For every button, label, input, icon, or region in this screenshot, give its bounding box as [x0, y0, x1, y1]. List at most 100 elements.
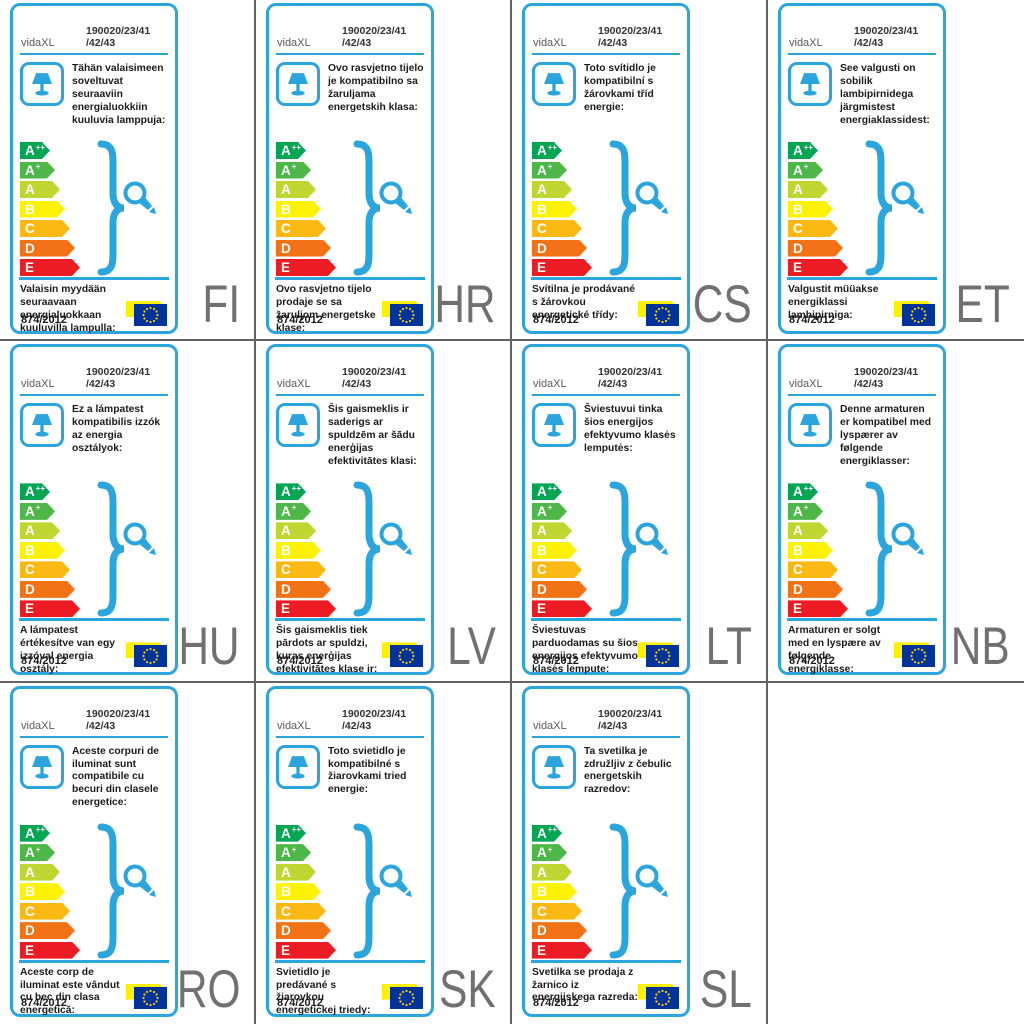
energy-class-letter: A	[537, 503, 547, 519]
energy-class-figure: A ++ A + A B C D E	[276, 823, 424, 960]
energy-class-arrow-A+: A +	[788, 503, 823, 520]
energy-arrows: A ++ A + A B C D E	[20, 483, 80, 620]
model-number-line1: 190020/23/41	[342, 366, 407, 379]
energy-class-letter: A	[537, 484, 547, 500]
energy-class-letter: B	[537, 884, 547, 900]
eu-flag-icon	[390, 986, 423, 1009]
energy-class-letter: E	[25, 260, 35, 275]
energy-class-letter: A	[793, 143, 803, 158]
energy-arrows: A ++ A + A B C D E	[532, 825, 592, 962]
curly-brace-icon	[865, 481, 893, 617]
energy-class-figure: A ++ A + A B C D E	[788, 481, 936, 618]
section-divider	[275, 277, 425, 280]
bottom-description: Valgustit müüakse energiklassi lambipirn…	[788, 284, 879, 321]
label-header: vidaXL 190020/23/41 /42/43	[20, 347, 168, 390]
energy-class-arrow-A: A	[532, 181, 572, 198]
header-divider	[532, 53, 680, 55]
regulation-number: 874/2012	[21, 655, 67, 668]
energy-class-letter: E	[25, 942, 35, 958]
energy-class-arrow-B: B	[532, 201, 577, 218]
lamp-icon-box	[532, 62, 576, 106]
energy-class-letter: E	[25, 601, 35, 617]
label-footer: 874/2012	[277, 986, 423, 1009]
brand-text: vidaXL	[533, 378, 567, 391]
energy-arrows: A ++ A + A B C D E	[276, 483, 336, 620]
bottom-description: A lámpatest értékesítve van egy izzóval …	[20, 625, 116, 676]
curly-brace-icon	[865, 140, 893, 276]
model-number: 190020/23/41 /42/43	[854, 25, 936, 49]
energy-class-letter: A	[793, 503, 803, 519]
brand-text: vidaXL	[277, 37, 311, 49]
lamp-icon-box	[276, 744, 320, 789]
grid-cell-empty	[768, 682, 1024, 1024]
eu-flag-icon	[902, 645, 935, 668]
light-bulb-icon	[379, 522, 412, 556]
energy-label-card: vidaXL 190020/23/41 /42/43 Tähän valaisi…	[10, 3, 178, 334]
curly-brace-icon	[97, 823, 125, 959]
section-divider	[531, 959, 681, 963]
light-bulb-icon	[379, 181, 412, 214]
energy-class-arrow-A: A	[20, 522, 60, 539]
energy-class-letter: E	[281, 601, 291, 617]
top-description: Ta svetilka je združljiv z čebulic energ…	[584, 745, 672, 796]
model-number: 190020/23/41 /42/43	[342, 366, 424, 390]
energy-class-arrow-A: A	[788, 522, 828, 539]
energy-class-letter: A	[537, 845, 547, 861]
energy-class-arrow-A++: A ++	[20, 825, 50, 842]
model-number-line2: /42/43	[342, 37, 372, 49]
energy-arrows: A ++ A + A B C D E	[788, 483, 848, 620]
energy-class-letter: C	[537, 221, 547, 236]
grid-cell: vidaXL 190020/23/41 /42/43 Tähän valaisi…	[0, 0, 256, 342]
brand-text: vidaXL	[21, 37, 55, 49]
table-lamp-icon	[800, 73, 820, 96]
energy-class-letter: D	[537, 581, 547, 597]
table-lamp-icon	[544, 414, 564, 437]
energy-class-letter: A	[25, 864, 35, 880]
label-header: vidaXL 190020/23/41 /42/43	[788, 6, 936, 49]
brand-text: vidaXL	[789, 37, 823, 49]
energy-class-arrow-C: C	[532, 903, 582, 920]
brand-text: vidaXL	[789, 378, 823, 391]
energy-label-card: vidaXL 190020/23/41 /42/43 Aceste corpur…	[10, 685, 178, 1017]
top-description: Šis gaismeklis ir saderigs ar spuldzēm a…	[328, 404, 417, 467]
compatibility-section: Denne armaturen er kompatibel med lyspær…	[788, 403, 936, 481]
energy-class-arrow-A: A	[276, 522, 316, 539]
model-number-line2: /42/43	[598, 37, 628, 49]
regulation-number: 874/2012	[789, 655, 835, 668]
energy-class-arrow-E: E	[788, 259, 848, 276]
language-code: RO	[176, 960, 240, 1019]
section-divider	[531, 277, 681, 280]
energy-class-arrow-C: C	[276, 220, 326, 237]
lamp-icon-box	[20, 403, 64, 448]
energy-class-letter: A	[25, 523, 35, 539]
energy-class-arrow-B: B	[788, 201, 833, 218]
energy-class-letter: C	[25, 562, 35, 578]
label-footer: 874/2012	[533, 645, 679, 668]
regulation-number: 874/2012	[533, 996, 579, 1009]
model-number-line2: /42/43	[854, 378, 884, 391]
bottom-description: Svietidlo je predávané s žiarovkou energ…	[276, 966, 371, 1017]
energy-class-letter: A	[281, 864, 291, 880]
energy-label-card: vidaXL 190020/23/41 /42/43 See valgusti …	[778, 3, 946, 334]
energy-class-arrow-B: B	[276, 542, 321, 559]
label-footer: 874/2012	[789, 645, 935, 668]
energy-class-letter: A	[281, 484, 291, 500]
regulation-number: 874/2012	[277, 996, 323, 1009]
model-number: 190020/23/41 /42/43	[86, 25, 168, 49]
energy-label-card: vidaXL 190020/23/41 /42/43 Ez a lámpates…	[10, 344, 178, 676]
brand-text: vidaXL	[533, 37, 567, 49]
energy-label-card: vidaXL 190020/23/41 /42/43 Ovo rasvjetno…	[266, 3, 434, 334]
energy-class-arrow-E: E	[276, 600, 336, 617]
section-divider	[787, 277, 937, 280]
eu-flag-icon	[646, 645, 679, 668]
regulation-number: 874/2012	[277, 655, 323, 668]
header-divider	[532, 394, 680, 397]
model-number-line2: /42/43	[598, 378, 628, 391]
energy-class-arrow-E: E	[532, 600, 592, 617]
model-number-line1: 190020/23/41	[342, 25, 407, 37]
bottom-description: Armaturen er solgt med en lyspære av føl…	[788, 625, 881, 676]
energy-class-arrow-A+: A +	[276, 503, 311, 520]
energy-class-letter: A	[537, 523, 547, 539]
energy-class-arrow-B: B	[276, 883, 321, 900]
brand-text: vidaXL	[21, 719, 55, 732]
